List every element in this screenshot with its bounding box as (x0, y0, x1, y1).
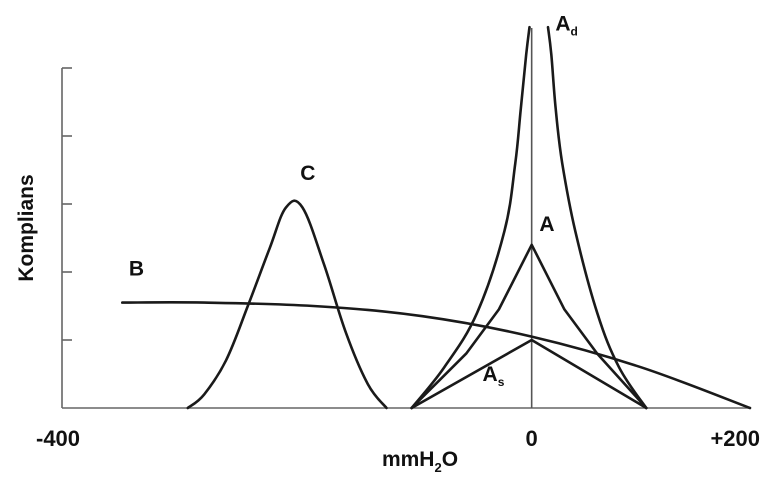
series-label-main: A (483, 363, 498, 386)
series-label-as: As (483, 363, 505, 389)
curve-ad (410, 25, 648, 410)
x-tick-label: 0 (526, 426, 538, 451)
x-axis-title-main: mmH (382, 448, 435, 471)
curve-c (186, 199, 388, 410)
x-tick-label: +200 (710, 426, 760, 451)
series-label-ad: Ad (555, 13, 578, 39)
x-axis-title-tail: O (442, 448, 458, 471)
x-axis-title: mmH2O (382, 448, 458, 475)
curve-as (410, 338, 648, 410)
series-label-a: A (539, 213, 554, 236)
series-label-c: C (300, 162, 315, 185)
series-label-main: C (300, 162, 315, 185)
series-label-sub: d (571, 25, 578, 39)
series-label-sub: s (498, 375, 505, 389)
y-ticks (62, 67, 72, 341)
curve-b (121, 301, 752, 410)
x-axis-title-sub: 2 (434, 460, 441, 475)
curve-a (410, 243, 648, 410)
x-tick-labels: -400 0 +200 (36, 426, 760, 451)
x-tick-label: -400 (36, 426, 80, 451)
y-axis-title: Komplians (15, 174, 38, 281)
series-label-main: A (555, 13, 570, 36)
series-label-main: B (129, 257, 144, 280)
series-label-b: B (129, 257, 144, 280)
series-label-main: A (539, 213, 554, 236)
curves (121, 25, 752, 410)
